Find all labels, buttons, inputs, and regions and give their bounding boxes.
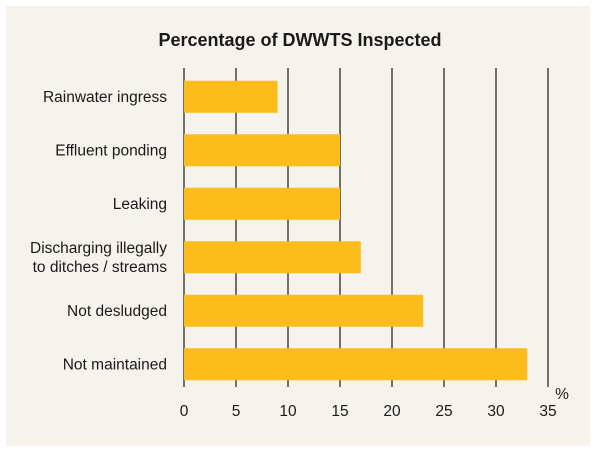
x-tick-label-10: 10: [279, 403, 297, 420]
x-tick-label-0: 0: [180, 403, 189, 420]
x-tick-label-5: 5: [232, 403, 241, 420]
category-label-2: Leaking: [113, 196, 167, 213]
x-tick-label-20: 20: [383, 403, 401, 420]
category-label-4: Not desludged: [67, 303, 167, 320]
bar-1: [184, 134, 340, 167]
bar-5: [184, 348, 528, 381]
category-label-3-line-1: to ditches / streams: [33, 259, 168, 276]
category-label-0: Rainwater ingress: [43, 89, 167, 106]
category-label-1: Effluent ponding: [55, 142, 167, 159]
bar-3: [184, 241, 361, 274]
chart-title: Percentage of DWWTS Inspected: [158, 30, 441, 50]
x-tick-label-25: 25: [435, 403, 452, 420]
x-axis-unit-label: %: [555, 386, 569, 403]
bar-0: [184, 80, 278, 113]
bars: [184, 80, 528, 381]
category-label-3-line-0: Discharging illegally: [30, 240, 167, 257]
category-label-5: Not maintained: [63, 356, 167, 373]
bar-4: [184, 294, 424, 327]
category-labels: Rainwater ingress Effluent ponding Leaking…: [30, 89, 167, 374]
x-tick-label-15: 15: [331, 403, 348, 420]
bar-2: [184, 187, 340, 220]
x-axis-ticks: 0 5 10 15 20 25 30 35: [180, 403, 557, 420]
x-tick-label-35: 35: [539, 403, 556, 420]
grid-lines: [183, 68, 549, 387]
x-tick-label-30: 30: [487, 403, 505, 420]
